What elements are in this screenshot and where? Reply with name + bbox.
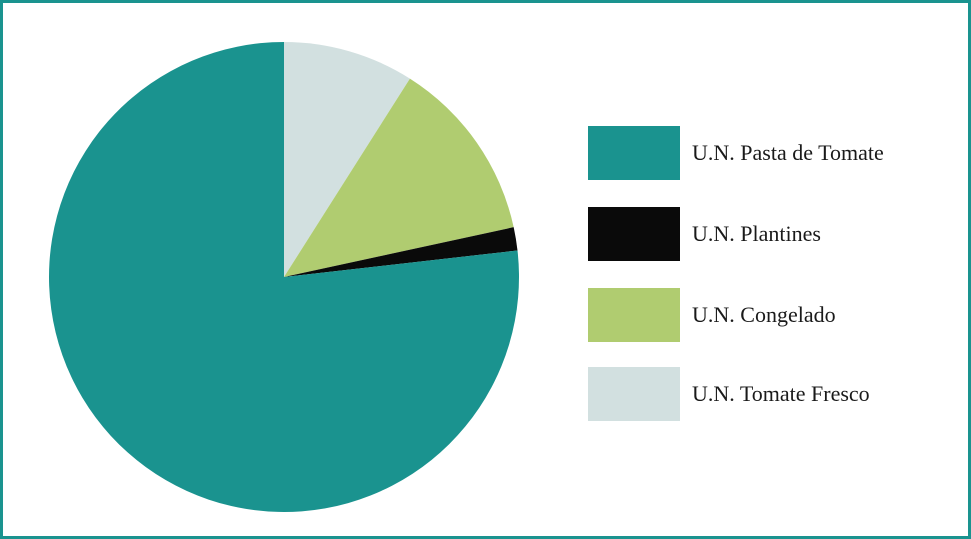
legend-label-tomate-fresco: U.N. Tomate Fresco xyxy=(692,381,870,406)
legend-item-congelado: U.N. Congelado xyxy=(588,288,958,342)
legend-label-congelado: U.N. Congelado xyxy=(692,302,836,327)
pie-slice-plantines xyxy=(284,227,518,277)
legend-swatch-congelado xyxy=(588,288,680,342)
legend-item-pasta-de-tomate: U.N. Pasta de Tomate xyxy=(588,126,958,180)
pie-slice-tomate-fresco xyxy=(284,41,410,277)
legend-label-pasta-de-tomate: U.N. Pasta de Tomate xyxy=(692,140,884,165)
pie-slice-congelado xyxy=(284,78,514,277)
legend-item-plantines: U.N. Plantines xyxy=(588,207,958,261)
legend-swatch-tomate-fresco xyxy=(588,367,680,421)
legend-swatch-pasta-de-tomate xyxy=(588,126,680,180)
legend-label-plantines: U.N. Plantines xyxy=(692,221,821,246)
legend-swatch-plantines xyxy=(588,207,680,261)
legend-item-tomate-fresco: U.N. Tomate Fresco xyxy=(588,367,958,421)
pie-chart xyxy=(49,41,520,513)
pie-slice-pasta-de-tomate xyxy=(49,42,520,513)
